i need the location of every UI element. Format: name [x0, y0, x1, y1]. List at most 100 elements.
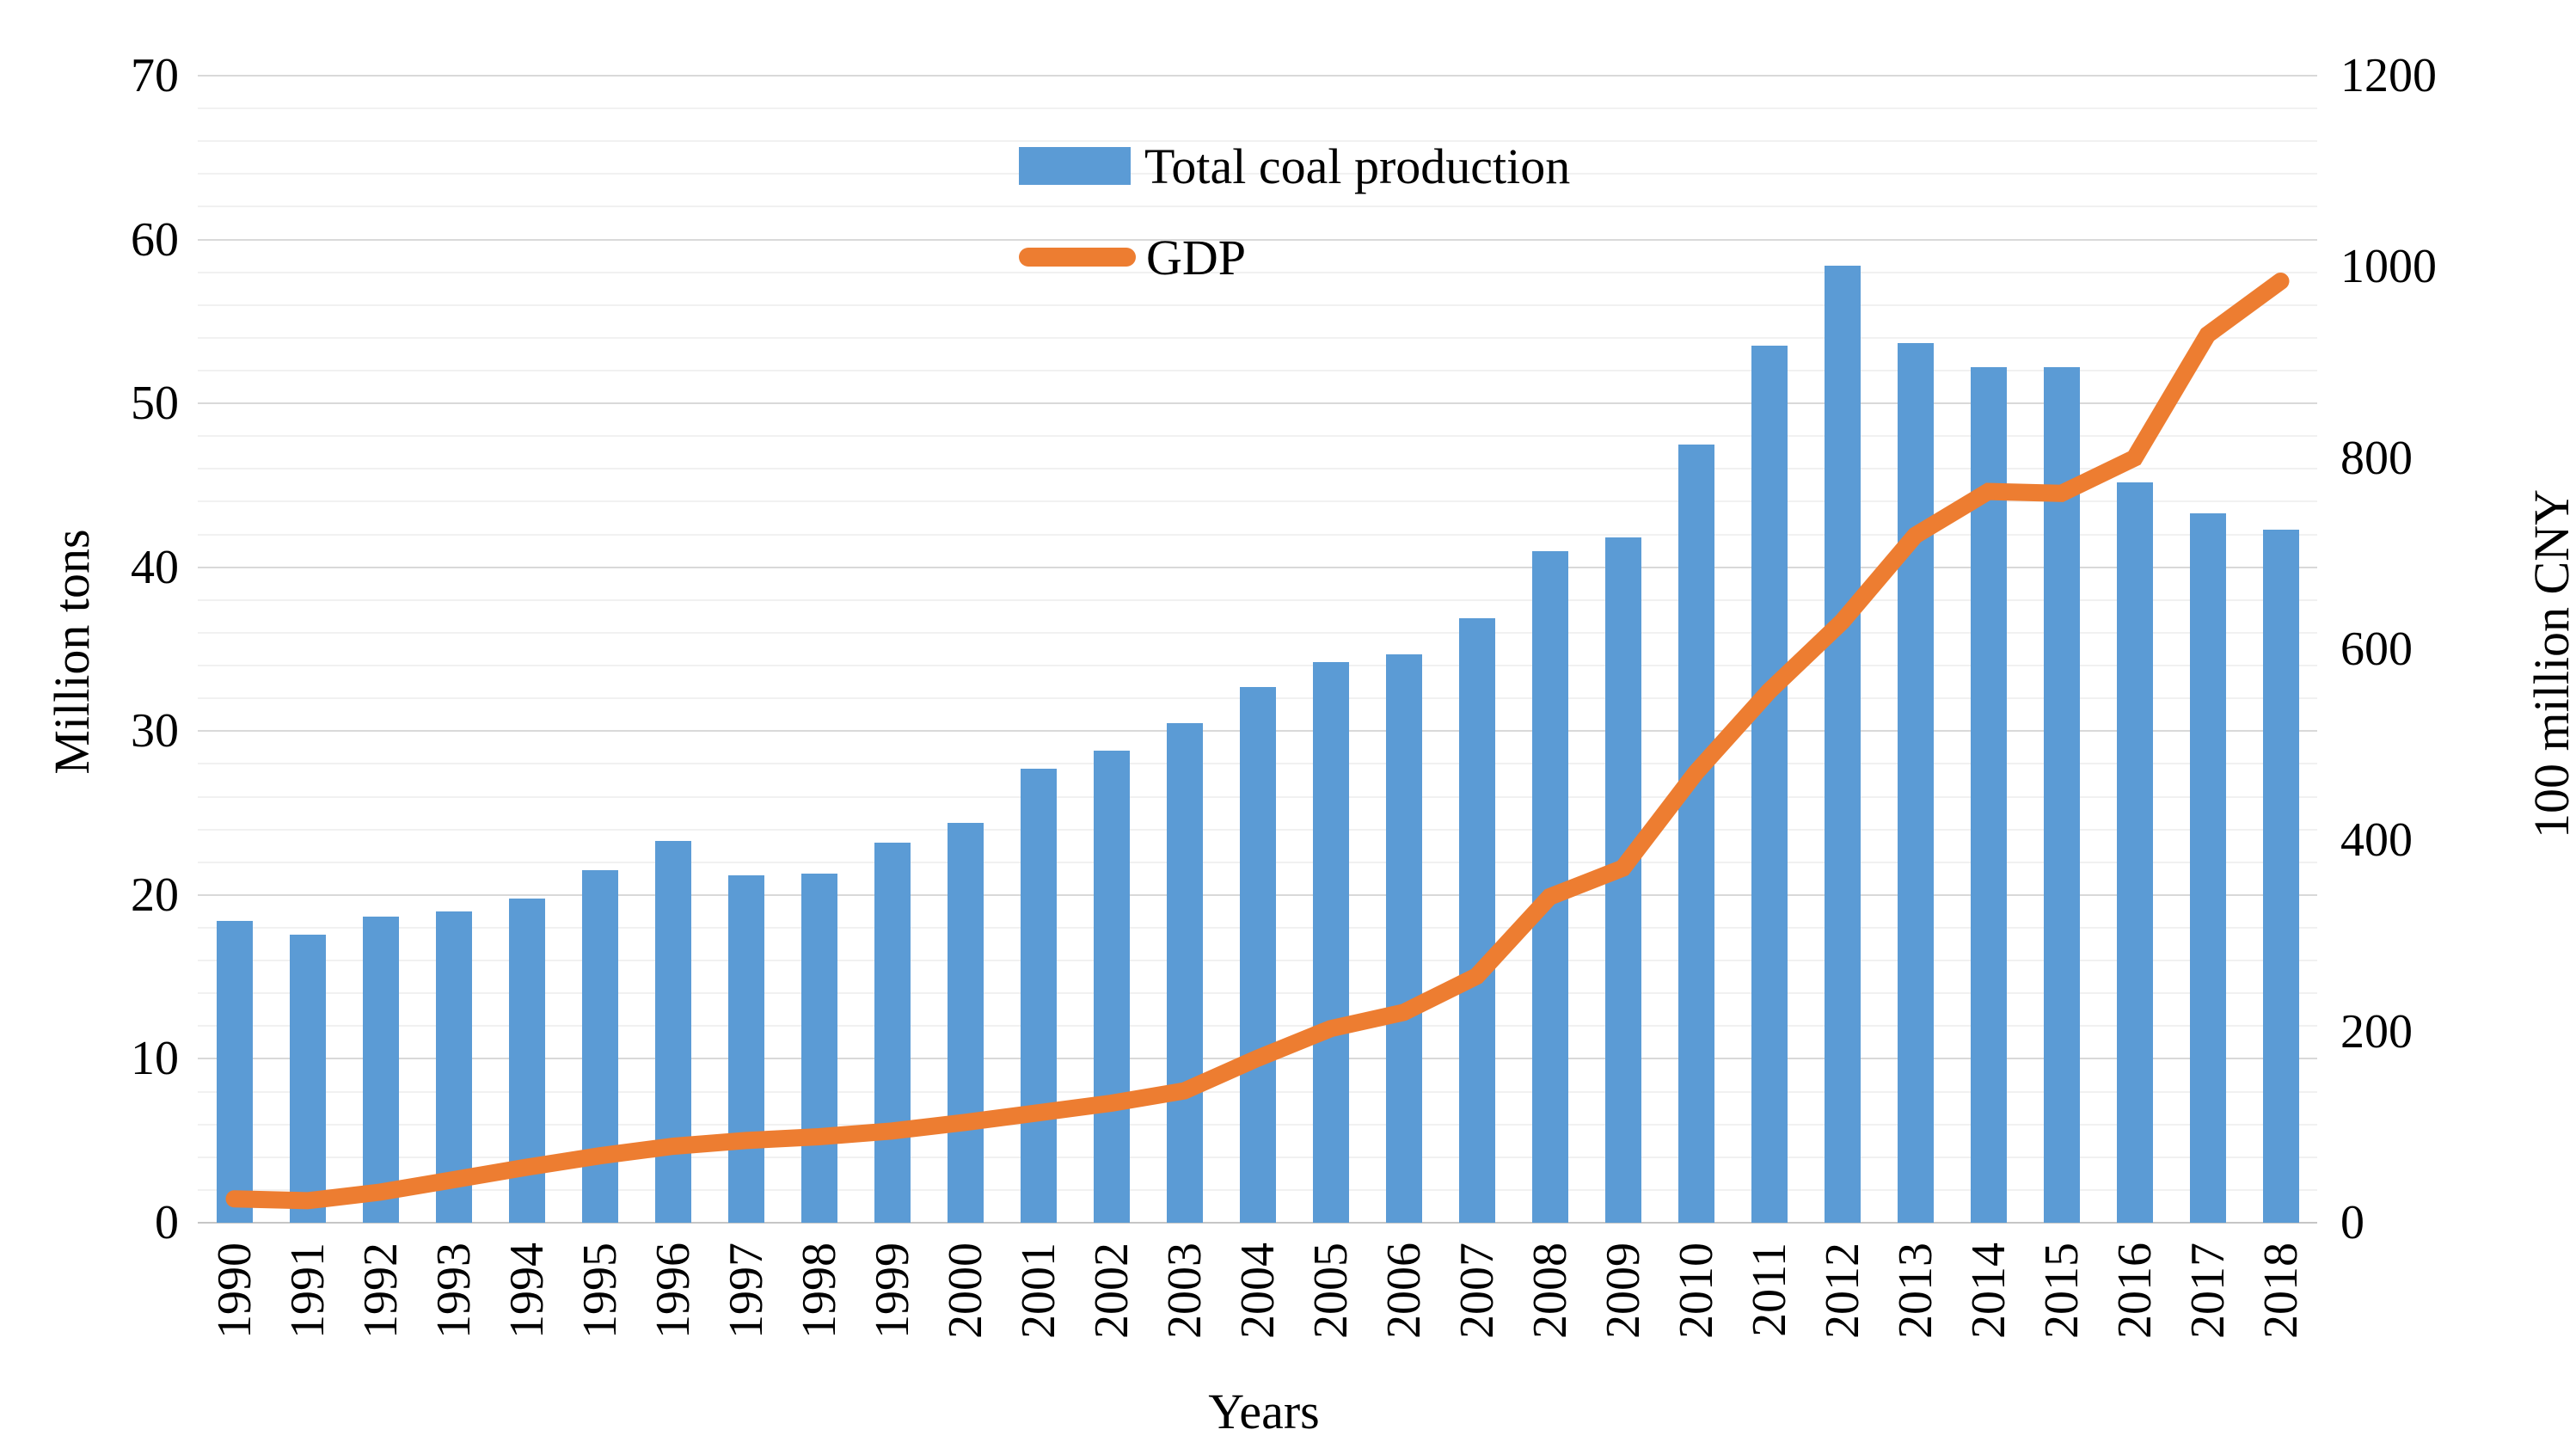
x-tick-2006: 2006 [1377, 1242, 1431, 1339]
x-axis-title: Years [1208, 1384, 1320, 1439]
x-tick-1992: 1992 [353, 1242, 408, 1339]
bar-1999 [874, 842, 911, 1223]
x-tick-2011: 2011 [1742, 1242, 1796, 1337]
bar-2004 [1239, 686, 1276, 1223]
y-axis-title-left: Million tons [44, 529, 100, 775]
legend-item-gdp: GDP [1019, 212, 1672, 303]
x-tick-1993: 1993 [426, 1242, 481, 1339]
y-left-tick-20: 20 [131, 868, 179, 922]
x-tick-1999: 1999 [865, 1242, 919, 1339]
bar-2000 [947, 823, 984, 1223]
bar-2006 [1385, 653, 1422, 1223]
legend-item-coal: Total coal production [1019, 120, 1672, 212]
gridline-48 [198, 435, 2317, 438]
x-tick-2016: 2016 [2107, 1242, 2162, 1339]
gridline-60 [198, 238, 2317, 241]
gdp-swatch-icon [1019, 248, 1136, 267]
x-tick-2000: 2000 [938, 1242, 992, 1339]
bar-2011 [1751, 346, 1788, 1223]
gridline-0 [198, 1222, 2317, 1224]
x-tick-2009: 2009 [1596, 1242, 1650, 1339]
gridline-50 [198, 402, 2317, 405]
x-tick-2003: 2003 [1157, 1242, 1211, 1339]
x-tick-2012: 2012 [1815, 1242, 1869, 1339]
y-right-tick-1000: 1000 [2340, 240, 2437, 294]
bar-1998 [800, 874, 837, 1223]
y-right-tick-0: 0 [2340, 1196, 2364, 1249]
bar-2013 [1897, 342, 1934, 1223]
bar-2014 [1970, 367, 2007, 1223]
y-right-tick-800: 800 [2340, 431, 2413, 485]
gridline-64 [198, 173, 2317, 175]
x-tick-1994: 1994 [500, 1242, 554, 1339]
bar-2016 [2116, 482, 2153, 1223]
y-left-tick-10: 10 [131, 1032, 179, 1086]
plot-area [198, 75, 2317, 1224]
gridline-66 [198, 140, 2317, 143]
bar-2001 [1020, 769, 1057, 1223]
bar-2012 [1824, 266, 1861, 1223]
x-tick-2018: 2018 [2254, 1242, 2308, 1339]
bar-1997 [727, 875, 764, 1223]
legend: Total coal production GDP [1019, 120, 1672, 303]
bar-1992 [362, 916, 399, 1223]
bar-2010 [1677, 444, 1714, 1223]
gdp-line [225, 273, 2290, 1210]
bar-1991 [289, 934, 326, 1223]
y-left-tick-40: 40 [131, 540, 179, 594]
y-left-tick-60: 60 [131, 212, 179, 267]
bar-2017 [2189, 512, 2226, 1223]
x-tick-2014: 2014 [1961, 1242, 2015, 1339]
bar-1996 [654, 840, 691, 1223]
gridline-38 [198, 598, 2317, 601]
y-left-tick-70: 70 [131, 49, 179, 102]
gdp-line-path [225, 273, 2290, 1210]
bar-2003 [1166, 722, 1203, 1223]
gridline-56 [198, 304, 2317, 306]
x-tick-2017: 2017 [2180, 1242, 2235, 1339]
bar-2002 [1093, 751, 1130, 1223]
x-tick-1996: 1996 [646, 1242, 700, 1339]
x-tick-2013: 2013 [1888, 1242, 1942, 1339]
gridline-68 [198, 107, 2317, 110]
legend-label-coal: Total coal production [1144, 138, 1571, 194]
gridline-52 [198, 370, 2317, 372]
gridline-58 [198, 271, 2317, 273]
x-tick-1998: 1998 [792, 1242, 846, 1339]
y-left-tick-0: 0 [155, 1196, 179, 1249]
x-tick-2002: 2002 [1084, 1242, 1138, 1339]
gridline-54 [198, 336, 2317, 339]
bar-2005 [1312, 662, 1349, 1223]
bar-2018 [2262, 529, 2299, 1223]
coal-swatch-icon [1019, 147, 1131, 185]
x-tick-1997: 1997 [719, 1242, 773, 1339]
gridline-46 [198, 468, 2317, 470]
x-tick-2007: 2007 [1450, 1242, 1504, 1339]
x-tick-1991: 1991 [280, 1242, 334, 1339]
y-left-tick-50: 50 [131, 377, 179, 431]
x-tick-2001: 2001 [1011, 1242, 1065, 1339]
x-tick-2010: 2010 [1669, 1242, 1723, 1339]
gridline-44 [198, 500, 2317, 503]
bar-2007 [1458, 617, 1495, 1223]
y-axis-title-right: 100 million CNY [2524, 488, 2576, 839]
gridline-40 [198, 566, 2317, 568]
legend-label-gdp: GDP [1146, 229, 1247, 285]
x-tick-1990: 1990 [207, 1242, 261, 1339]
gridline-62 [198, 206, 2317, 208]
gridline-42 [198, 533, 2317, 536]
y-right-tick-1200: 1200 [2340, 49, 2437, 102]
y-left-tick-30: 30 [131, 704, 179, 758]
x-tick-2005: 2005 [1303, 1242, 1358, 1339]
y-right-tick-200: 200 [2340, 1004, 2413, 1058]
x-tick-2008: 2008 [1523, 1242, 1577, 1339]
gridline-34 [198, 665, 2317, 667]
y-right-tick-600: 600 [2340, 623, 2413, 676]
x-tick-1995: 1995 [573, 1242, 627, 1339]
gridline-36 [198, 631, 2317, 634]
bar-2015 [2043, 367, 2080, 1223]
y-right-tick-400: 400 [2340, 813, 2413, 868]
gridline-70 [198, 75, 2317, 77]
x-tick-2004: 2004 [1230, 1242, 1285, 1339]
